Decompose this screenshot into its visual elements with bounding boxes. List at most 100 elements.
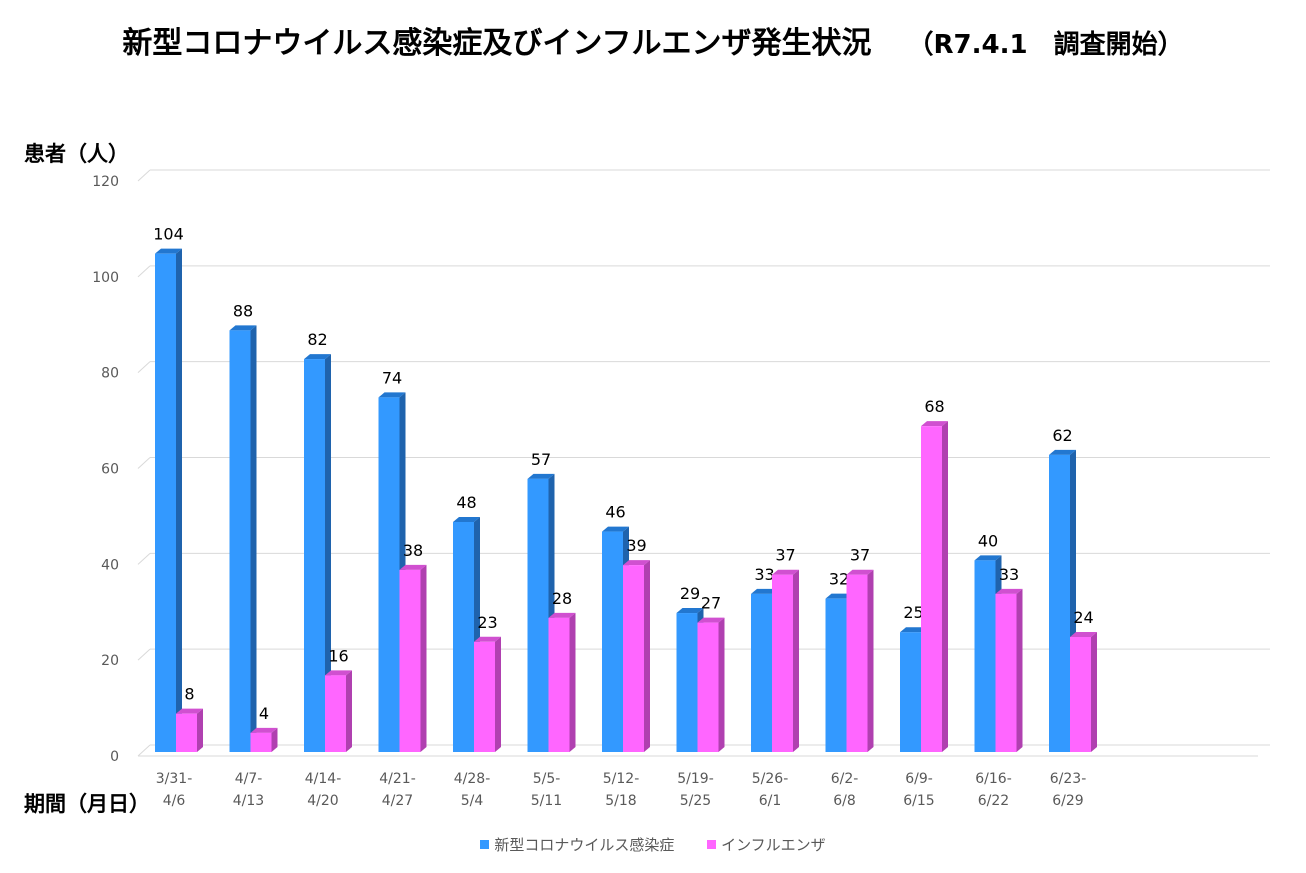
bar-covid-top [825,593,853,599]
x-tick-label: 3/31-4/6 [156,771,193,809]
data-label-flu: 8 [184,685,194,704]
data-label-flu: 24 [1073,608,1093,627]
data-label-flu: 28 [552,589,572,608]
bar-flu-top [548,612,576,618]
bar-flu [846,574,868,752]
chart-title: 新型コロナウイルス感染症及びインフルエンザ発生状況 （R7.4.1 調査開始） [0,18,1306,62]
bar-flu [921,426,942,752]
bar-flu [325,675,346,752]
bar-flu [176,713,197,752]
gridline-edge [137,457,151,469]
data-label-flu: 37 [850,546,870,565]
gridline-edge [137,265,151,278]
bar-flu-side [495,636,501,752]
bar-flu [548,617,570,752]
bar-covid [229,330,251,752]
bar-flu-side [644,560,650,752]
data-label-flu: 38 [403,541,423,560]
chart-title-main: 新型コロナウイルス感染症及びインフルエンザ発生状況 [122,26,872,61]
bar-covid [527,478,549,752]
bar-flu-side [1016,588,1023,752]
bar-covid-top [1049,449,1076,455]
bar-chart: 0 20 40 60 80 100 120 104 8 3/31-4/6 88 4 4/7-4/13 82… [92,169,1270,809]
bar-covid-top [453,517,480,522]
gridline-edge [137,552,151,565]
data-label-covid: 62 [1052,426,1072,445]
data-label-covid: 46 [605,503,625,522]
x-tick-label: 6/23-6/29 [1050,771,1087,809]
x-tick-label: 6/9-6/15 [903,771,934,809]
bar-flu-side [942,421,948,752]
bar-flu-side [197,708,203,752]
legend-swatch-flu [707,840,717,849]
y-tick-label: 40 [101,557,119,573]
x-tick-label: 6/16-6/22 [975,771,1012,809]
bar-covid-side [250,325,257,752]
data-label-flu: 33 [999,565,1019,584]
x-axis-label: 期間（月日） [24,792,150,816]
bar-flu-side [793,569,799,752]
legend-label-flu: インフルエンザ [721,836,826,854]
bar-flu [1070,637,1091,752]
bar-covid-top [155,248,182,254]
bar-flu [995,593,1017,752]
data-label-covid: 57 [531,450,551,469]
bar-flu-side [420,564,427,752]
bar-flu-top [474,636,501,642]
bar-covid-top [527,473,555,479]
bar-flu-side [718,617,725,752]
data-label-flu: 4 [259,704,269,723]
bar-flu-side [346,670,352,752]
bar-covid-top [974,555,1002,561]
bar-flu [250,732,272,752]
x-tick-label: 4/14-4/20 [305,771,342,809]
data-label-covid: 88 [233,301,253,320]
bar-covid-top [751,588,778,594]
y-tick-label: 0 [110,749,119,765]
bar-flu-top [995,588,1023,594]
bar-flu-side [271,727,278,752]
y-tick-label: 100 [92,270,119,286]
data-label-covid: 25 [903,603,923,622]
bar-covid [825,598,847,752]
x-tick-label: 5/5-5/11 [531,771,562,809]
data-label-flu: 37 [775,546,795,565]
data-label-covid: 104 [153,225,184,244]
bar-flu [474,641,495,752]
bar-covid-top [229,325,257,331]
y-tick-label: 20 [101,653,119,669]
bar-covid [155,253,176,752]
data-label-covid: 33 [754,565,774,584]
bar-flu [399,569,421,752]
x-tick-label: 5/12-5/18 [603,771,640,809]
y-tick-label: 60 [101,462,119,478]
bar-covid-top [676,608,704,614]
bar-flu-top [772,569,799,575]
bar-flu-top [250,727,278,733]
bar-covid-top [304,354,331,360]
bar-covid-side [176,248,182,752]
x-tick-label: 4/28-5/4 [454,771,491,809]
bar-flu-side [569,612,576,752]
data-label-covid: 32 [829,570,849,589]
legend-label-covid: 新型コロナウイルス感染症 [494,836,675,854]
bar-flu-top [921,421,948,427]
chart-title-note: （R7.4.1 調査開始） [907,30,1184,60]
bar-covid [676,613,698,752]
data-label-covid: 74 [382,368,402,387]
y-tick-label: 80 [101,366,119,382]
bar-covid-top [378,392,406,398]
x-tick-label: 4/21-4/27 [379,771,416,809]
bar-covid-top [602,526,629,532]
bar-covid [751,593,772,752]
bar-flu-side [1091,632,1097,752]
legend-item-covid: 新型コロナウイルス感染症 [480,834,674,855]
x-tick-label: 4/7-4/13 [233,771,264,809]
data-label-flu: 27 [701,594,721,613]
bar-flu-top [846,569,874,575]
bar-flu-side [867,569,874,752]
data-label-covid: 40 [978,531,998,550]
x-tick-label: 5/26-6/1 [752,771,789,809]
bar-covid [1049,454,1070,752]
bar-covid-side [325,354,331,752]
